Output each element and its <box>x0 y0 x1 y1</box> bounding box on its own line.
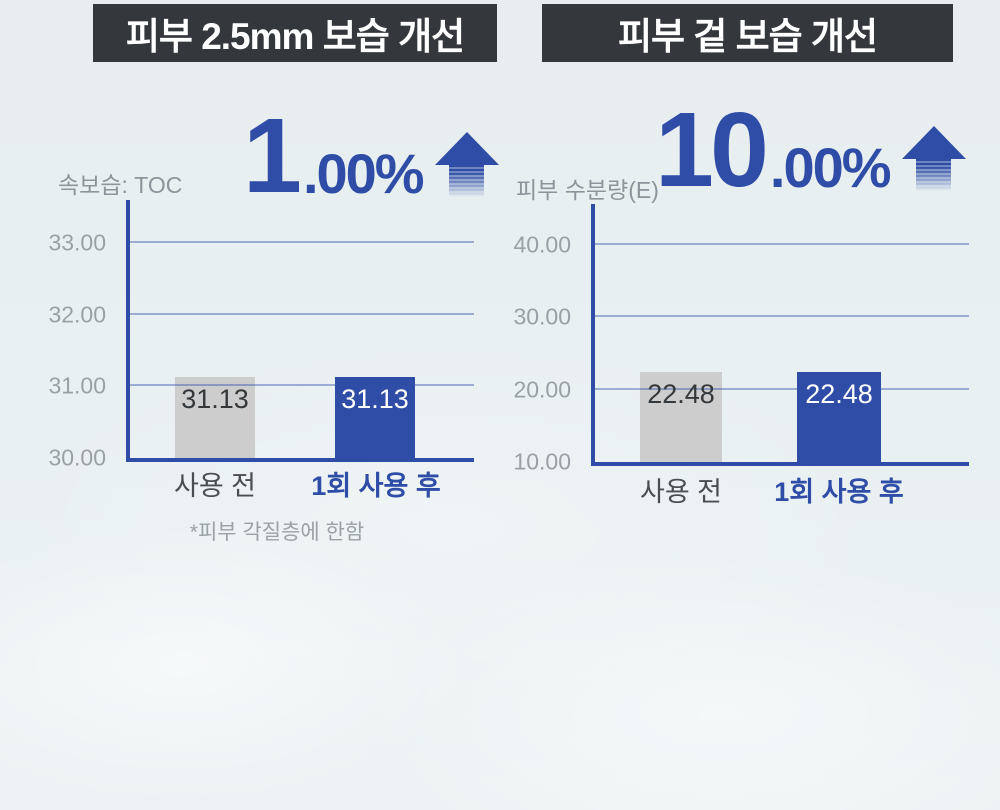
chart2-category-before: 사용 전 <box>639 477 723 507</box>
y-tick-label: 32.00 <box>48 301 106 328</box>
chart1-stat-big-number: 1 <box>243 97 302 215</box>
chart2-bar-before-value: 22.48 <box>647 378 715 409</box>
chart1-bar-after-value: 31.13 <box>341 384 409 415</box>
chart1-improvement-stat: 1 .00% <box>243 97 499 215</box>
arrow-up-icon <box>901 125 966 191</box>
chart2-plot-area: 22.48 22.48 <box>595 243 969 462</box>
chart1-plot-area: 31.13 31.13 <box>130 241 474 458</box>
gridline <box>595 387 969 390</box>
arrow-head <box>434 131 499 165</box>
arrow-head <box>901 125 966 159</box>
gridline <box>595 243 969 245</box>
y-tick-label: 30.00 <box>513 303 571 330</box>
chart2-stat-small-number: .00% <box>769 135 892 199</box>
gridline <box>130 241 474 243</box>
arrow-stem <box>449 164 485 197</box>
chart2-y-tick-column: 40.00 30.00 20.00 10.00 <box>479 232 577 475</box>
y-tick-label: 31.00 <box>48 372 106 399</box>
gridline <box>130 312 474 315</box>
chart2-title: 피부 겉 보습 개선 <box>617 16 878 57</box>
gridline <box>130 384 474 387</box>
y-tick-label: 30.00 <box>48 444 106 471</box>
y-tick-label: 10.00 <box>513 448 571 475</box>
chart2-bar-after-value: 22.48 <box>805 378 873 409</box>
chart1-title: 피부 2.5mm 보습 개선 <box>125 16 465 57</box>
chart2-bar-after-use: 22.48 <box>797 371 881 462</box>
chart2-stat-big-number: 10 <box>655 91 769 209</box>
chart1-category-before: 사용 전 <box>173 471 257 501</box>
gridline <box>595 315 969 318</box>
y-tick-label: 33.00 <box>48 229 106 256</box>
footnote: *피부 각질층에 한함 <box>189 521 365 544</box>
chart1-y-axis-label: 속보습: TOC <box>58 172 183 198</box>
chart1-bar-after-use: 31.13 <box>335 377 415 458</box>
chart1-stat-small-number: .00% <box>302 141 425 205</box>
chart1-category-after: 1회 사용 후 <box>311 471 441 501</box>
chart1-y-tick-column: 33.00 32.00 31.00 30.00 <box>14 230 112 471</box>
chart2-improvement-stat: 10 .00% <box>655 91 966 209</box>
chart2-title-banner: 피부 겉 보습 개선 <box>542 4 953 62</box>
chart2-y-axis-label: 피부 수분량(E) <box>516 177 659 203</box>
chart1-title-banner: 피부 2.5mm 보습 개선 <box>93 4 497 62</box>
chart1-plot: 33.00 32.00 31.00 30.00 31.13 31.13 <box>48 200 474 471</box>
arrow-stem <box>916 158 952 191</box>
y-tick-label: 20.00 <box>513 376 571 403</box>
chart1-bar-before-value: 31.13 <box>181 384 249 415</box>
chart2-bar-before-use: 22.48 <box>640 371 722 462</box>
arrow-up-icon <box>434 131 499 197</box>
chart2-plot: 40.00 30.00 20.00 10.00 22.48 22.48 <box>513 204 969 475</box>
chart1-bar-before-use: 31.13 <box>175 377 255 458</box>
chart2-category-after: 1회 사용 후 <box>774 477 904 507</box>
y-tick-label: 40.00 <box>513 231 571 258</box>
